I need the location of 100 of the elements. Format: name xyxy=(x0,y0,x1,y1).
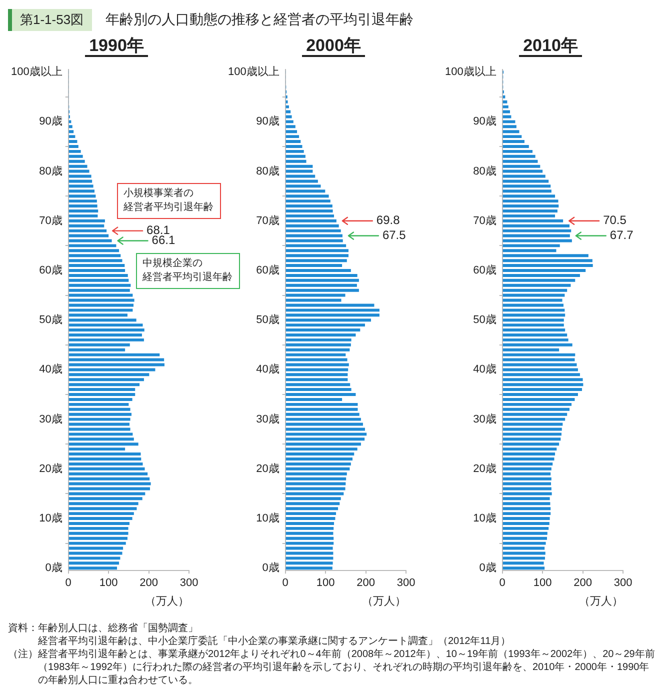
bar xyxy=(68,200,97,203)
bar xyxy=(502,140,524,144)
bar xyxy=(286,219,336,222)
y-tick-label: 0歳 xyxy=(262,561,280,574)
bar xyxy=(68,314,128,317)
y-tick-label: 0歳 xyxy=(479,561,496,574)
annotation: 66.1 xyxy=(152,233,176,248)
y-tick-label: 70歳 xyxy=(256,214,280,227)
bar xyxy=(286,373,348,376)
bar xyxy=(286,214,334,218)
bar xyxy=(502,462,553,466)
text: 資料：年齢別人口は、総務省「国勢調査」 xyxy=(8,622,199,635)
annotation: 小規模事業者の xyxy=(124,186,195,201)
y-tick-label: 30歳 xyxy=(256,412,280,426)
bar xyxy=(68,467,145,470)
bar xyxy=(286,318,372,322)
bar xyxy=(286,269,351,272)
bar xyxy=(68,164,88,168)
bar xyxy=(502,526,549,530)
bar xyxy=(68,562,120,565)
bar xyxy=(68,502,138,506)
bar xyxy=(286,532,334,535)
bar xyxy=(286,458,353,460)
chart-title: 1990年 xyxy=(85,36,148,57)
x-tick-label: 0 xyxy=(282,577,288,590)
bar xyxy=(68,373,150,376)
bar xyxy=(286,497,341,500)
y-tick-label: 100歳以上 xyxy=(228,65,280,78)
bar xyxy=(68,348,126,352)
bar xyxy=(68,130,74,134)
bar xyxy=(68,546,124,550)
y-tick-label: 50歳 xyxy=(256,313,280,326)
bar xyxy=(68,140,78,144)
x-tick-label: 100 xyxy=(533,577,552,590)
bar xyxy=(502,542,546,545)
bar xyxy=(68,304,134,307)
bar xyxy=(286,288,359,292)
bar xyxy=(502,368,578,372)
bar xyxy=(68,328,144,332)
bar xyxy=(286,249,348,252)
bar xyxy=(502,343,572,346)
bar xyxy=(502,517,550,520)
bar xyxy=(68,209,98,212)
bar xyxy=(286,462,351,466)
bar xyxy=(286,368,348,372)
y-tick-label: 80歳 xyxy=(256,164,280,178)
annotation: 67.7 xyxy=(610,228,634,242)
bar xyxy=(68,398,132,401)
bar xyxy=(68,497,142,500)
bar xyxy=(286,418,361,421)
annotation: 70.5 xyxy=(603,213,627,228)
bar xyxy=(286,566,332,570)
bar xyxy=(68,249,120,252)
annotation: 経営者平均引退年齢 xyxy=(124,200,214,215)
bar xyxy=(68,477,150,480)
bar xyxy=(502,388,582,392)
x-axis-title: （万人） xyxy=(579,595,623,608)
bar xyxy=(68,154,83,158)
bar xyxy=(502,304,564,307)
x-tick-label: 0 xyxy=(499,577,506,590)
y-tick-label: 0歳 xyxy=(45,561,62,574)
bar xyxy=(502,105,508,108)
bar xyxy=(286,200,330,203)
bar xyxy=(502,402,572,406)
bar xyxy=(502,398,575,401)
bar xyxy=(502,438,561,441)
bar xyxy=(286,259,347,262)
bar xyxy=(68,458,142,460)
bar xyxy=(502,566,545,570)
bar xyxy=(286,388,352,392)
bar xyxy=(68,284,131,287)
bar xyxy=(68,125,72,128)
bar xyxy=(502,274,580,277)
bar xyxy=(286,304,374,307)
x-axis-title: （万人） xyxy=(362,595,406,608)
bar xyxy=(68,333,142,336)
bar xyxy=(68,269,126,272)
bar xyxy=(502,492,552,496)
bar xyxy=(502,532,548,535)
bar xyxy=(68,536,128,540)
bar xyxy=(286,314,380,317)
bar xyxy=(68,368,156,372)
bar xyxy=(286,180,318,183)
bar xyxy=(286,209,333,212)
bar xyxy=(68,383,140,386)
bar xyxy=(502,204,559,208)
bar xyxy=(286,393,356,396)
y-tick-label: 90歳 xyxy=(256,114,280,128)
bar xyxy=(502,324,564,327)
bar xyxy=(68,204,98,208)
bar xyxy=(68,318,136,322)
bar xyxy=(502,442,560,446)
bar xyxy=(68,418,130,421)
bar xyxy=(68,566,118,570)
bar xyxy=(68,308,133,312)
bar xyxy=(286,224,339,228)
bar xyxy=(502,477,552,480)
bar xyxy=(286,438,365,441)
bar xyxy=(502,432,562,436)
bar xyxy=(286,383,350,386)
